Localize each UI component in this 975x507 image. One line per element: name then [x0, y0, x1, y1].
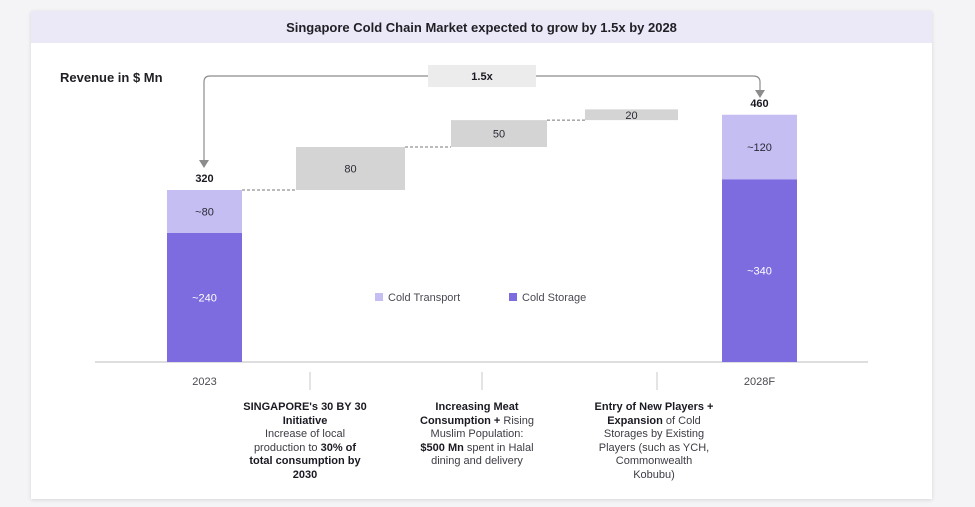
bar-value-label: ~340 — [747, 266, 772, 278]
driver-line: total consumption by — [230, 455, 380, 469]
driver-text-segment: Increasing Meat — [435, 401, 519, 413]
driver-text-segment: of Cold — [662, 414, 701, 427]
driver-text-segment: Storages by Existing — [603, 428, 705, 440]
total-label: 320 — [195, 173, 213, 185]
chart-title: Singapore Cold Chain Market expected to … — [31, 11, 932, 43]
driver-text-segment: 30% of — [320, 441, 357, 454]
driver-text-segment: SINGAPORE's 30 BY 30 — [243, 401, 367, 413]
driver-text-segment: Consumption + — [420, 414, 501, 427]
growth-arrow-head-right — [755, 90, 765, 98]
growth-label: 1.5x — [471, 71, 493, 83]
increment-label: 80 — [344, 164, 356, 176]
driver-singapore-30-by-30: SINGAPORE's 30 BY 30 Initiative Increase o… — [230, 401, 380, 482]
driver-text-segment: 2030 — [292, 468, 318, 481]
bar-value-label: ~120 — [747, 142, 772, 154]
driver-text-segment: Rising — [500, 414, 534, 427]
bar-value-label: ~80 — [195, 207, 214, 219]
driver-line: Initiative — [230, 415, 380, 429]
bar-value-label: ~240 — [192, 293, 217, 305]
growth-label-box — [428, 65, 536, 87]
driver-text-segment: Increase of local — [264, 428, 346, 440]
driver-line: Entry of New Players + — [579, 401, 729, 415]
driver-line: Increasing Meat — [402, 401, 552, 415]
driver-line: $500 Mn spent in Halal — [402, 442, 552, 456]
bar-cold-storage-2023 — [167, 233, 242, 362]
legend-swatch — [509, 293, 517, 301]
increment-label: 20 — [625, 110, 637, 122]
total-label: 460 — [750, 98, 768, 110]
driver-text-segment: total consumption by — [249, 455, 361, 467]
legend-swatch — [375, 293, 383, 301]
x-tick-label: 2028F — [744, 376, 775, 388]
driver-text-segment: Entry of New Players + — [594, 401, 714, 413]
bar-cold-storage-2028f — [722, 179, 797, 362]
driver-text-segment: $500 Mn — [420, 441, 464, 454]
growth-arrow-head-left — [199, 160, 209, 168]
driver-new-players: Entry of New Players + Expansion of Cold S… — [579, 401, 729, 482]
driver-line: dining and delivery — [402, 455, 552, 469]
x-tick-label: 2023 — [192, 376, 216, 388]
driver-line: production to 30% of — [230, 442, 380, 456]
driver-text-segment: Commonwealth — [615, 455, 693, 467]
driver-line: Consumption + Rising — [402, 415, 552, 429]
increment-bar — [296, 147, 405, 190]
driver-line: Commonwealth — [579, 455, 729, 469]
legend-label: Cold Storage — [522, 292, 586, 304]
driver-line: 2030 — [230, 469, 380, 483]
y-axis-label: Revenue in $ Mn — [60, 70, 163, 85]
driver-text-segment: production to — [253, 441, 321, 454]
increment-bar — [451, 120, 547, 147]
driver-line: Storages by Existing — [579, 428, 729, 442]
driver-text-segment: spent in Halal — [463, 441, 534, 454]
driver-text-segment: Kobubu) — [633, 468, 675, 481]
legend-label: Cold Transport — [388, 292, 460, 304]
driver-line: Expansion of Cold — [579, 415, 729, 429]
increment-bar — [585, 109, 678, 121]
driver-text-segment: Players (such as YCH, — [598, 441, 710, 454]
driver-line: Increase of local — [230, 428, 380, 442]
driver-text-segment: Muslim Population: — [430, 428, 524, 440]
increment-label: 50 — [493, 129, 505, 141]
driver-meat-consumption: Increasing Meat Consumption + Rising Musli… — [402, 401, 552, 469]
driver-line: Muslim Population: — [402, 428, 552, 442]
driver-line: SINGAPORE's 30 BY 30 — [230, 401, 380, 415]
driver-line: Players (such as YCH, — [579, 442, 729, 456]
bar-cold-transport-2028f — [722, 114, 797, 180]
driver-text-segment: Initiative — [282, 414, 328, 427]
driver-text-segment: dining and delivery — [431, 455, 523, 467]
driver-text-segment: Expansion — [607, 414, 663, 427]
driver-line: Kobubu) — [579, 469, 729, 483]
bar-cold-transport-2023 — [167, 190, 242, 233]
